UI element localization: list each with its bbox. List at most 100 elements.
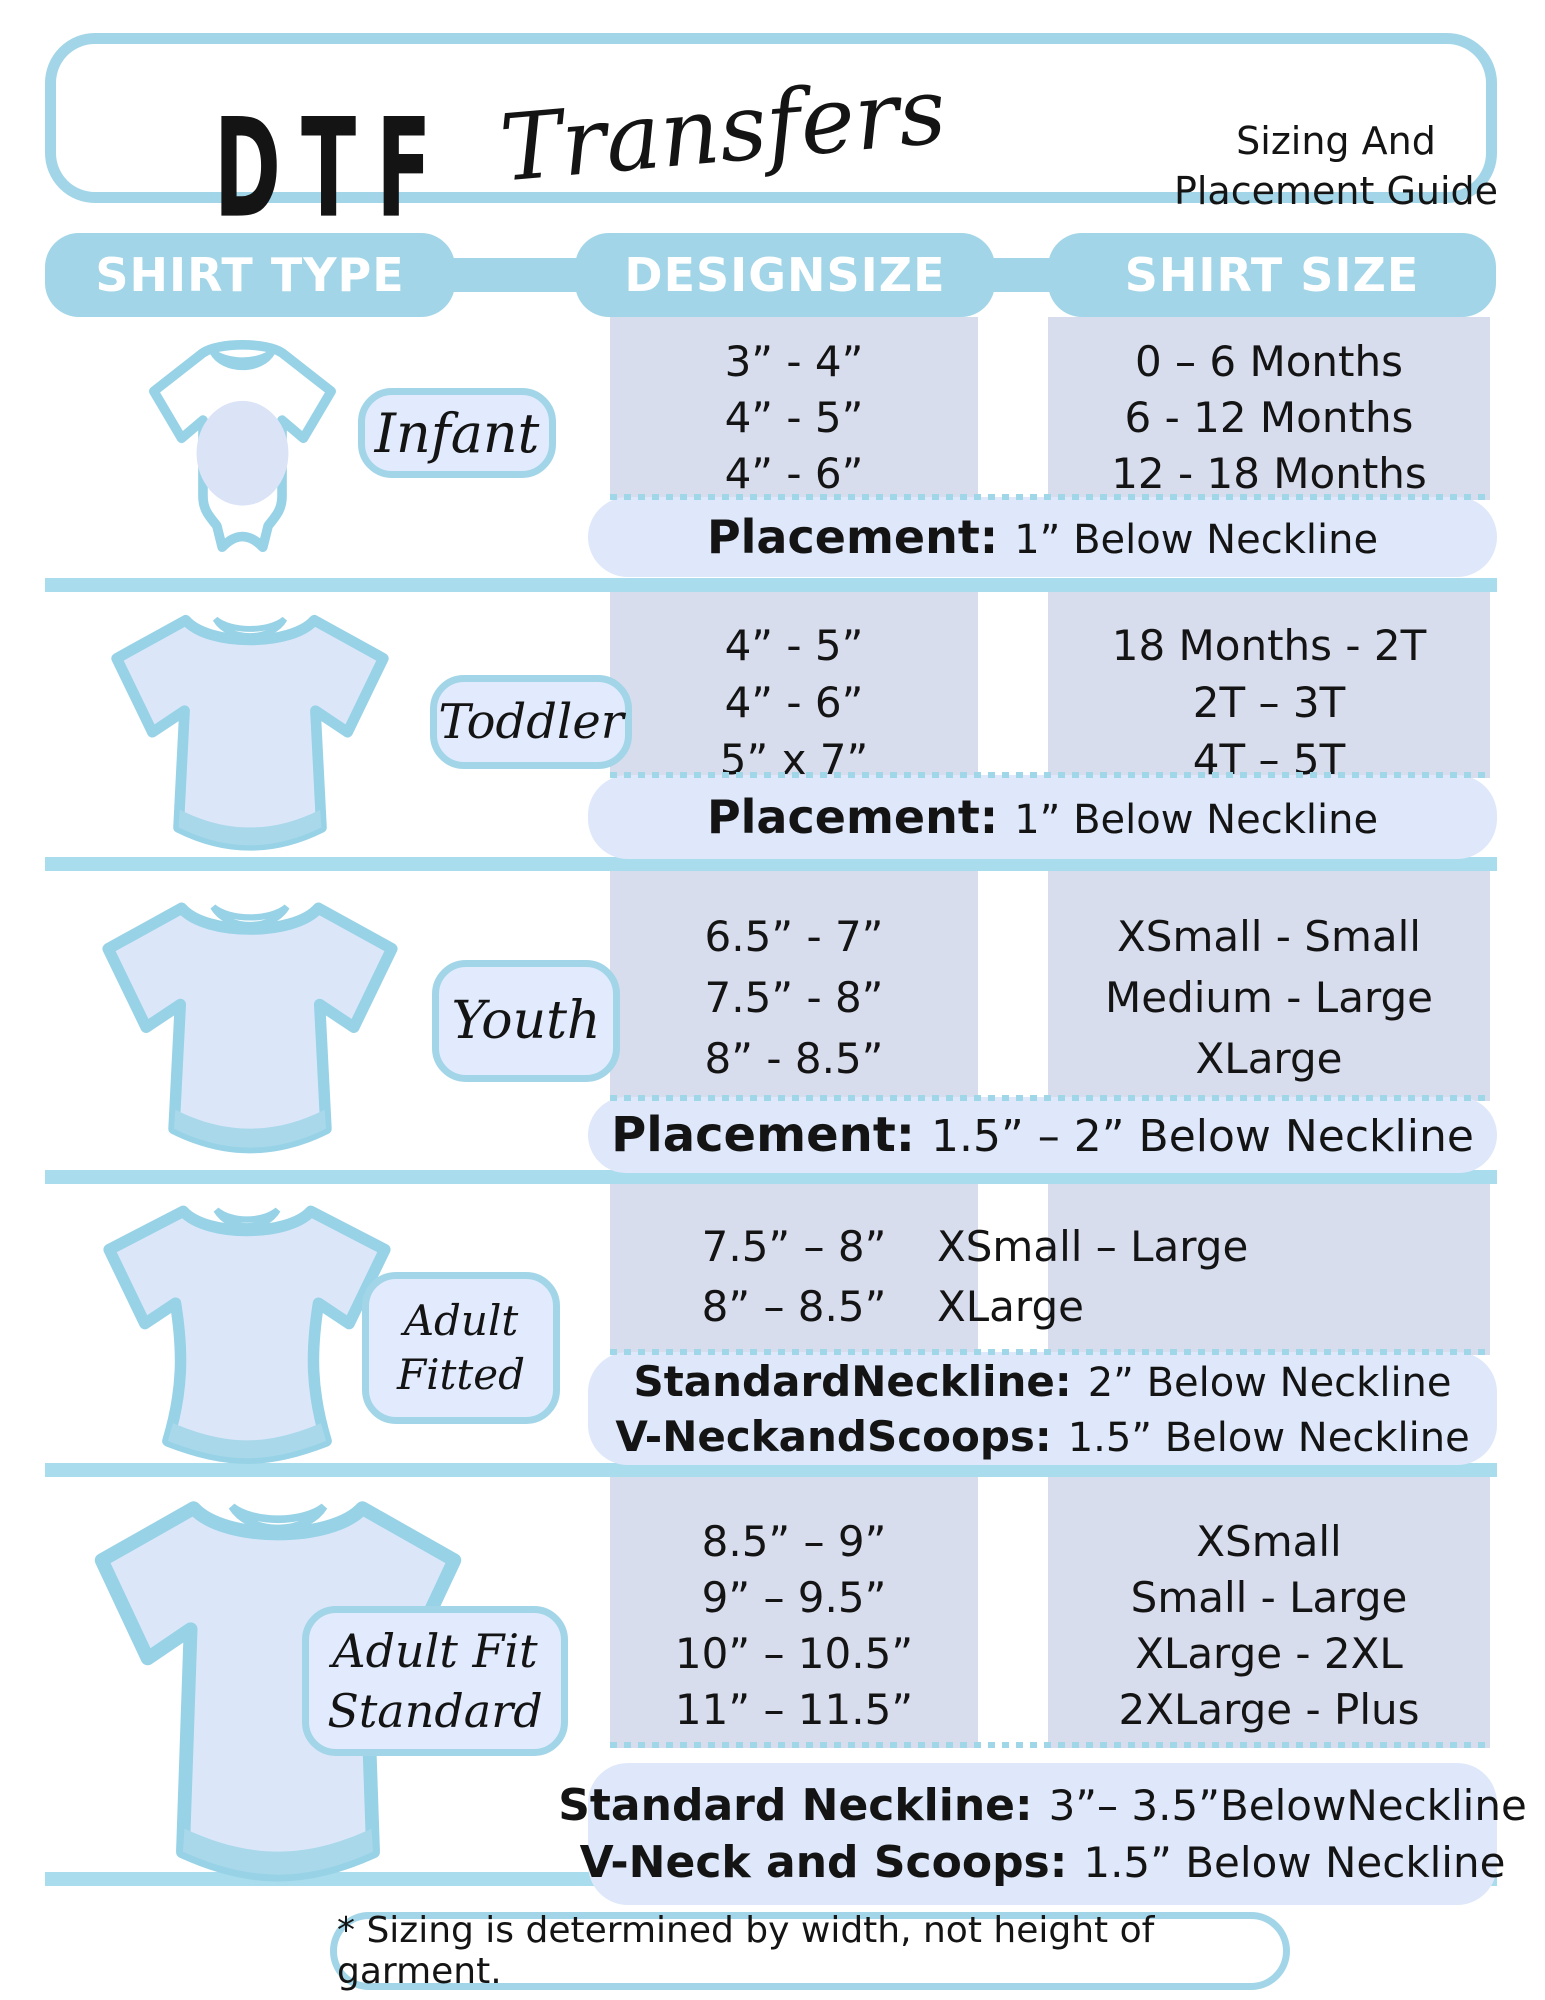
shirt-size-value: 2XLarge - Plus [1118, 1685, 1420, 1734]
placement-label: V-Neck and Scoops: [579, 1837, 1068, 1888]
design-size-band-youth [610, 871, 978, 1101]
placement-line: StandardNeckline: 2” Below Neckline [633, 1357, 1451, 1406]
shirt-size-band-infant [1048, 317, 1490, 500]
design-size-value: 4” - 5” [724, 621, 864, 670]
shirt-size-value: XLarge [937, 1282, 1084, 1331]
design-size-band-adult-fitted [610, 1184, 978, 1355]
row-label-infant-text: Infant [374, 401, 540, 465]
placement-label: StandardNeckline: [633, 1356, 1072, 1406]
design-size-value: 4” - 5” [724, 393, 864, 442]
brand-title: DTF [214, 90, 452, 249]
design-sizes-adult-fitted: 7.5” – 8” 8” – 8.5” [610, 1217, 978, 1337]
shirt-size-value: XLarge [1195, 1034, 1343, 1083]
placement-value: 1.5” Below Neckline [1083, 1838, 1506, 1887]
design-size-value: 8” – 8.5” [701, 1282, 887, 1331]
row-divider-3 [45, 1170, 1497, 1184]
row-label-adult-standard: Adult Fit Standard [302, 1606, 568, 1756]
design-size-value: 8” - 8.5” [704, 1034, 884, 1083]
shirt-size-band-toddler [1048, 592, 1490, 778]
row-label-adult-standard-text: Adult Fit Standard [327, 1624, 543, 1738]
design-size-value: 6.5” - 7” [704, 912, 884, 961]
dotted-separator-toddler [610, 772, 1490, 778]
column-header-shirt-size: SHIRT SIZE [1048, 233, 1496, 317]
footnote-pill: * Sizing is determined by width, not hei… [330, 1910, 1290, 1992]
shirt-sizes-adult-standard: XSmall Small - Large XLarge - 2XL 2XLarg… [1048, 1514, 1490, 1738]
shirt-size-band-youth [1048, 871, 1490, 1101]
row-label-youth-text: Youth [451, 991, 601, 1051]
shirt-sizes-adult-fitted: XSmall – Large XLarge [937, 1217, 1248, 1337]
dotted-separator-infant [610, 494, 1490, 500]
row-label-adult-fitted-text: Adult Fitted [396, 1296, 526, 1399]
design-size-value: 4” - 6” [724, 678, 864, 727]
row-label-infant: Infant [358, 388, 556, 478]
placement-label: Standard Neckline: [558, 1780, 1033, 1831]
shirt-size-value: 4T – 5T [1192, 735, 1346, 784]
design-sizes-youth: 6.5” - 7” 7.5” - 8” 8” - 8.5” [610, 906, 978, 1089]
design-sizes-infant: 3” - 4” 4” - 5” 4” - 6” [610, 334, 978, 502]
footnote-text: * Sizing is determined by width, not hei… [337, 1910, 1155, 1992]
design-size-band-adult-standard [610, 1477, 978, 1748]
header-subtitle-line2: Placement Guide [1173, 169, 1499, 213]
infant-onesie-icon [149, 340, 336, 553]
design-size-value: 11” – 11.5” [674, 1685, 914, 1734]
design-size-value: 8.5” – 9” [701, 1517, 887, 1566]
placement-value: 1.5” Below Neckline [1067, 1414, 1470, 1461]
dotted-separator-youth [610, 1095, 1490, 1101]
shirt-size-band-adult-standard [1048, 1477, 1490, 1748]
shirt-size-value: Medium - Large [1105, 973, 1433, 1022]
toddler-tshirt-icon [111, 614, 389, 851]
adult-standard-tshirt-icon [94, 1501, 462, 1882]
design-size-value: 7.5” - 8” [704, 973, 884, 1022]
adult-fitted-tshirt-icon [103, 1205, 391, 1464]
design-size-band-toddler [610, 592, 978, 778]
placement-value: 1” Below Neckline [1014, 797, 1379, 843]
placement-label: Placement: [706, 510, 999, 564]
shirt-size-value: 12 - 18 Months [1111, 449, 1427, 498]
shirt-sizes-youth: XSmall - Small Medium - Large XLarge [1048, 906, 1490, 1089]
row-label-adult-fitted: Adult Fitted [362, 1272, 560, 1424]
design-size-value: 9” – 9.5” [701, 1573, 887, 1622]
placement-label: Placement: [611, 1107, 915, 1163]
placement-label: V-NeckandScoops: [615, 1411, 1052, 1461]
design-size-value: 4” - 6” [724, 449, 864, 498]
placement-banner-toddler: Placement: 1” Below Neckline [588, 775, 1497, 859]
placement-banner-youth: Placement: 1.5” – 2” Below Neckline [588, 1097, 1497, 1173]
placement-line: V-NeckandScoops: 1.5” Below Neckline [615, 1412, 1469, 1461]
placement-value: 2” Below Neckline [1087, 1359, 1452, 1406]
design-sizes-adult-standard: 8.5” – 9” 9” – 9.5” 10” – 10.5” 11” – 11… [610, 1514, 978, 1738]
design-size-band-infant [610, 317, 978, 500]
placement-line: Placement: 1” Below Neckline [707, 790, 1378, 844]
row-label-toddler-text: Toddler [438, 694, 624, 750]
shirt-size-value: XSmall – Large [937, 1222, 1249, 1271]
placement-line: V-Neck and Scoops: 1.5” Below Neckline [580, 1837, 1506, 1888]
shirt-size-value: XSmall [1196, 1517, 1342, 1566]
shirt-sizes-toddler: 18 Months - 2T 2T – 3T 4T – 5T [1048, 617, 1490, 788]
shirt-size-band-adult-fitted [1048, 1184, 1490, 1355]
placement-banner-adult-standard: Standard Neckline: 3”– 3.5”BelowNeckline… [558, 1763, 1527, 1905]
shirt-size-value: 6 - 12 Months [1124, 393, 1414, 442]
shirt-sizes-infant: 0 – 6 Months 6 - 12 Months 12 - 18 Month… [1048, 334, 1490, 502]
placement-banner-adult-fitted: StandardNeckline: 2” Below Neckline V-Ne… [588, 1352, 1497, 1465]
design-sizes-toddler: 4” - 5” 4” - 6” 5” x 7” [610, 617, 978, 788]
row-divider-4 [45, 1463, 1497, 1477]
pill-connector-left [430, 258, 590, 292]
placement-line: Placement: 1.5” – 2” Below Neckline [611, 1107, 1474, 1163]
row-label-toddler: Toddler [430, 675, 632, 769]
brand-script-title: Transfers [496, 57, 950, 203]
design-size-value: 7.5” – 8” [701, 1222, 887, 1271]
placement-label: Placement: [706, 790, 999, 844]
header-subtitle: Sizing And Placement Guide [1136, 116, 1536, 216]
column-header-shirt-type: SHIRT TYPE [45, 233, 455, 317]
design-size-value: 10” – 10.5” [674, 1629, 914, 1678]
shirt-size-value: 0 – 6 Months [1134, 337, 1404, 386]
placement-banner-infant: Placement: 1” Below Neckline [588, 497, 1497, 577]
placement-value: 1” Below Neckline [1014, 517, 1379, 563]
row-label-youth: Youth [432, 960, 620, 1082]
placement-line: Standard Neckline: 3”– 3.5”BelowNeckline [558, 1780, 1527, 1831]
row-divider-2 [45, 857, 1497, 871]
shirt-size-value: Small - Large [1130, 1573, 1408, 1622]
youth-tshirt-icon [102, 902, 398, 1154]
dotted-separator-adult-standard [610, 1742, 1490, 1748]
placement-value: 1.5” – 2” Below Neckline [930, 1111, 1474, 1162]
